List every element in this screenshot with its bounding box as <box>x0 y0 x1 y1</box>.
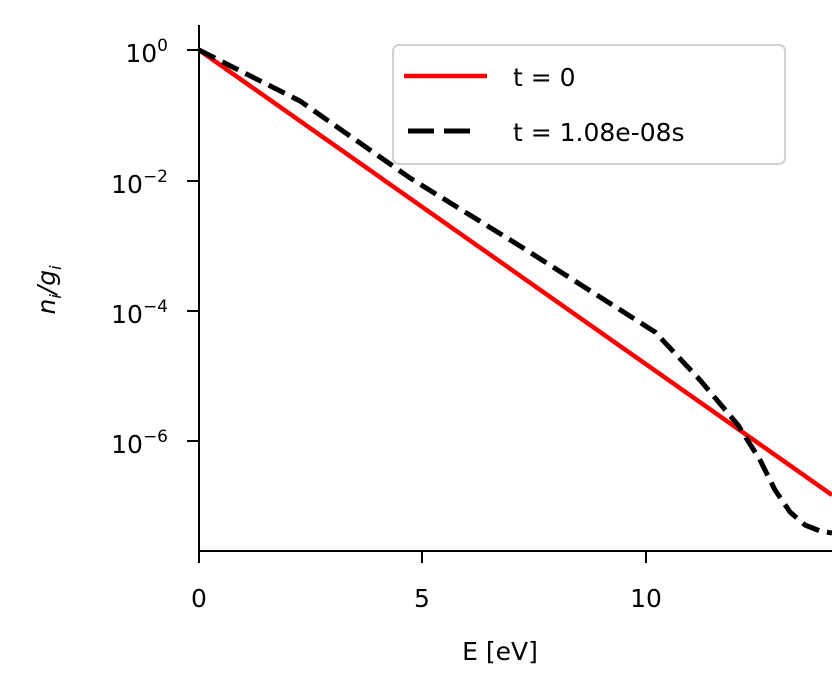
y-ticks <box>187 49 199 442</box>
x-axis-label: E [eV] <box>462 637 538 666</box>
y-tick-label: 10−4 <box>111 297 168 329</box>
x-tick-label: 0 <box>191 584 207 613</box>
y-axis-label: ni/gi <box>32 265 65 315</box>
x-tick-label: 5 <box>414 584 430 613</box>
plot-area <box>197 47 832 536</box>
legend: t = 0 t = 1.08e-08s <box>392 44 786 165</box>
y-tick-label: 10−2 <box>111 167 168 199</box>
legend-label-t0: t = 0 <box>513 63 576 92</box>
series-t1-line <box>197 47 832 536</box>
x-tick-label: 10 <box>630 584 662 613</box>
x-tick-labels: 0 5 10 <box>191 584 662 613</box>
x-ticks <box>198 551 647 563</box>
y-tick-labels: 100 10−2 10−4 10−6 <box>111 36 168 459</box>
legend-label-t1: t = 1.08e-08s <box>513 118 685 147</box>
y-tick-label: 100 <box>125 36 168 68</box>
y-tick-label: 10−6 <box>111 427 168 459</box>
series-t0-line <box>197 48 832 497</box>
